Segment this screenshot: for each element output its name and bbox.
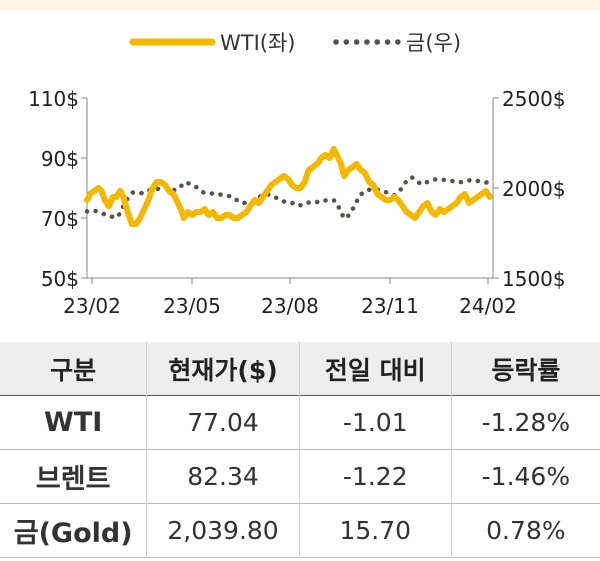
- day-change-cell: -1.01: [298, 395, 452, 450]
- top-strip: [0, 0, 600, 10]
- current-price-cell: 2,039.80: [146, 503, 300, 558]
- row-label: WTI: [44, 407, 103, 438]
- chart-legend: WTI(좌) 금(우): [129, 31, 461, 55]
- right-tick-label: 2500$: [502, 87, 566, 111]
- plot-area: [84, 146, 496, 227]
- current-price-cell: 77.04: [146, 395, 300, 450]
- table-row: 브렌트 82.34 -1.22 -1.46%: [0, 449, 600, 504]
- price-table: 구분 현재가($) 전일 대비 등락률 WTI 77.04 -1.01 -1.2…: [0, 342, 600, 558]
- x-axis-ticks: 23/02 23/05 23/08 23/11 24/02: [63, 278, 517, 318]
- x-tick-label: 23/05: [163, 294, 221, 318]
- table-header-row: 구분 현재가($) 전일 대비 등락률: [0, 342, 600, 396]
- row-label: 브렌트: [35, 464, 111, 495]
- left-tick-label: 90$: [41, 147, 79, 171]
- x-tick-label: 23/08: [261, 294, 319, 318]
- series-line-gold: [84, 174, 496, 221]
- change-rate-cell: 0.78%: [450, 503, 600, 558]
- header-change-rate: 등락률: [450, 342, 600, 396]
- right-tick-label: 2000$: [502, 177, 566, 201]
- change-rate-cell: -1.28%: [450, 395, 600, 450]
- right-axis-ticks: 2500$ 2000$ 1500$: [493, 87, 566, 291]
- change-rate-cell: -1.46%: [450, 449, 600, 504]
- row-label: 금(Gold): [13, 518, 133, 549]
- day-change-cell: -1.22: [298, 449, 452, 504]
- table-row: 금(Gold) 2,039.80 15.70 0.78%: [0, 503, 600, 558]
- table-row: WTI 77.04 -1.01 -1.28%: [0, 395, 600, 450]
- left-tick-label: 110$: [28, 87, 79, 111]
- series-line-wti: [84, 146, 493, 227]
- left-tick-label: 50$: [41, 267, 79, 291]
- header-current-price: 현재가($): [146, 342, 300, 396]
- current-price-cell: 82.34: [146, 449, 300, 504]
- day-change-cell: 15.70: [298, 503, 452, 558]
- price-chart: WTI(좌) 금(우) 110$ 90$ 70$ 50$ 2500$ 2000$ 1500…: [28, 31, 566, 318]
- header-category: 구분: [50, 355, 97, 385]
- left-tick-label: 70$: [41, 207, 79, 231]
- legend-label-gold: 금(우): [406, 31, 461, 55]
- legend-label-wti: WTI(좌): [220, 31, 296, 55]
- x-tick-label: 23/11: [361, 294, 419, 318]
- x-tick-label: 23/02: [63, 294, 121, 318]
- left-axis-ticks: 110$ 90$ 70$ 50$: [28, 87, 87, 291]
- right-tick-label: 1500$: [502, 267, 566, 291]
- x-tick-label: 24/02: [459, 294, 517, 318]
- header-day-change: 전일 대비: [298, 342, 452, 396]
